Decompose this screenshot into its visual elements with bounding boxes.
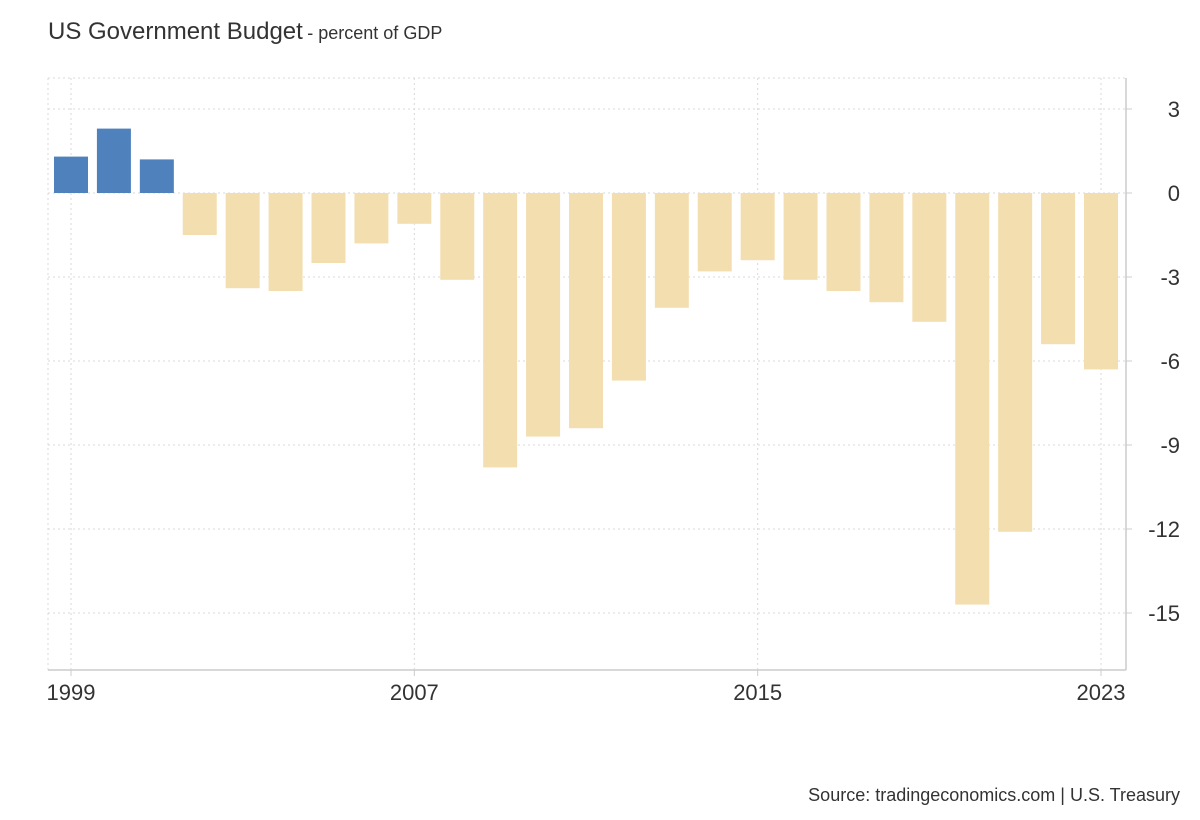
y-tick-label: -15 [1148,601,1180,626]
bar-2015 [740,193,775,261]
chart-title-group: US Government Budget - percent of GDP [48,18,442,46]
y-tick-label: 3 [1168,97,1180,122]
chart-title: US Government Budget [48,18,303,45]
bar-2002 [182,193,217,235]
bar-2022 [1041,193,1076,345]
bar-2012 [611,193,646,381]
bar-2010 [526,193,561,437]
bar-2020 [955,193,990,605]
y-tick-label: -6 [1160,349,1180,374]
bar-2001 [139,159,174,193]
bar-2014 [697,193,732,272]
bar-2017 [826,193,861,291]
y-tick-label: -12 [1148,517,1180,542]
x-tick-label: 1999 [47,680,96,705]
bar-2023 [1084,193,1118,370]
x-tick-label: 2023 [1077,680,1126,705]
bar-2016 [783,193,818,280]
axes: 3 0 -3 -6 -9 -12 -15 1999 2007 2015 2023 [47,78,1180,705]
x-tick-label: 2015 [733,680,782,705]
bar-2019 [912,193,947,322]
bar-1999 [54,156,88,193]
chart-subtitle: - percent of GDP [307,23,443,43]
source-note: Source: tradingeconomics.com | U.S. Trea… [808,785,1180,805]
y-tick-label: 0 [1168,181,1180,206]
y-tick-label: -9 [1160,433,1180,458]
bar-2004 [268,193,303,291]
bars [54,128,1118,605]
bar-2005 [311,193,346,263]
bar-2011 [569,193,603,429]
bar-2006 [354,193,389,244]
x-tick-label: 2007 [390,680,439,705]
bar-2021 [998,193,1033,532]
grid [47,77,1126,670]
bar-2007 [397,193,432,224]
bar-2003 [225,193,260,289]
bar-2013 [654,193,689,308]
bar-2009 [483,193,518,468]
bar-chart: 3 0 -3 -6 -9 -12 -15 1999 2007 2015 2023 [47,77,1180,705]
bar-2008 [440,193,475,280]
bar-2000 [96,128,131,193]
y-tick-label: -3 [1160,265,1180,290]
bar-2018 [869,193,904,303]
